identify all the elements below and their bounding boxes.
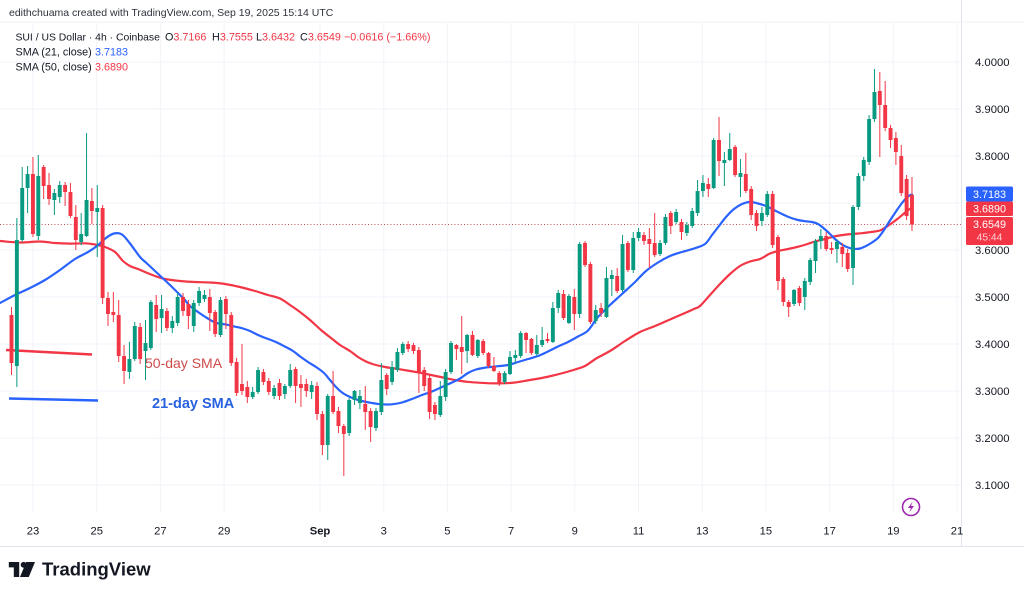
svg-text:3.6000: 3.6000	[975, 245, 1010, 257]
svg-text:23: 23	[27, 526, 39, 538]
svg-text:9: 9	[572, 526, 578, 538]
svg-text:−0.0616 (−1.66%): −0.0616 (−1.66%)	[344, 32, 430, 44]
svg-text:3.4000: 3.4000	[975, 339, 1010, 351]
svg-text:edithchuama created with Tradi: edithchuama created with TradingView.com…	[9, 7, 334, 19]
svg-text:3.9000: 3.9000	[975, 104, 1010, 116]
svg-text:3.1000: 3.1000	[975, 480, 1010, 492]
svg-text:3.8000: 3.8000	[975, 151, 1010, 163]
svg-text:3: 3	[381, 526, 387, 538]
svg-text:50-day SMA: 50-day SMA	[145, 355, 223, 371]
svg-text:29: 29	[218, 526, 230, 538]
svg-text:21: 21	[951, 526, 963, 538]
svg-text:27: 27	[154, 526, 166, 538]
svg-text:3.7183: 3.7183	[973, 189, 1006, 201]
svg-text:25: 25	[90, 526, 102, 538]
svg-text:3.6890: 3.6890	[973, 204, 1006, 216]
svg-text:19: 19	[887, 526, 899, 538]
svg-text:TradingView: TradingView	[42, 559, 151, 580]
svg-text:3.6549: 3.6549	[973, 219, 1006, 231]
svg-text:3.2000: 3.2000	[975, 433, 1010, 445]
svg-text:15: 15	[760, 526, 772, 538]
svg-text:45:44: 45:44	[977, 233, 1003, 244]
svg-text:4.0000: 4.0000	[975, 57, 1010, 69]
svg-text:7: 7	[508, 526, 514, 538]
svg-text:21-day SMA: 21-day SMA	[152, 396, 235, 412]
svg-text:H3.7555: H3.7555	[212, 32, 253, 44]
svg-text:C3.6549: C3.6549	[300, 32, 341, 44]
svg-text:L3.6432: L3.6432	[256, 32, 295, 44]
svg-text:SUI / US Dollar · 4h · Coinbas: SUI / US Dollar · 4h · Coinbase	[16, 33, 161, 44]
svg-text:3.3000: 3.3000	[975, 386, 1010, 398]
svg-text:O3.7166: O3.7166	[165, 32, 206, 44]
svg-text:Sep: Sep	[310, 526, 331, 538]
svg-text:3.6890: 3.6890	[95, 62, 128, 74]
svg-text:11: 11	[633, 526, 645, 538]
svg-text:13: 13	[696, 526, 708, 538]
svg-text:3.7183: 3.7183	[95, 47, 128, 59]
svg-text:SMA (50, close): SMA (50, close)	[16, 62, 92, 74]
svg-text:5: 5	[444, 526, 450, 538]
svg-text:3.5000: 3.5000	[975, 292, 1010, 304]
svg-text:17: 17	[823, 526, 835, 538]
svg-text:SMA (21, close): SMA (21, close)	[16, 47, 92, 59]
